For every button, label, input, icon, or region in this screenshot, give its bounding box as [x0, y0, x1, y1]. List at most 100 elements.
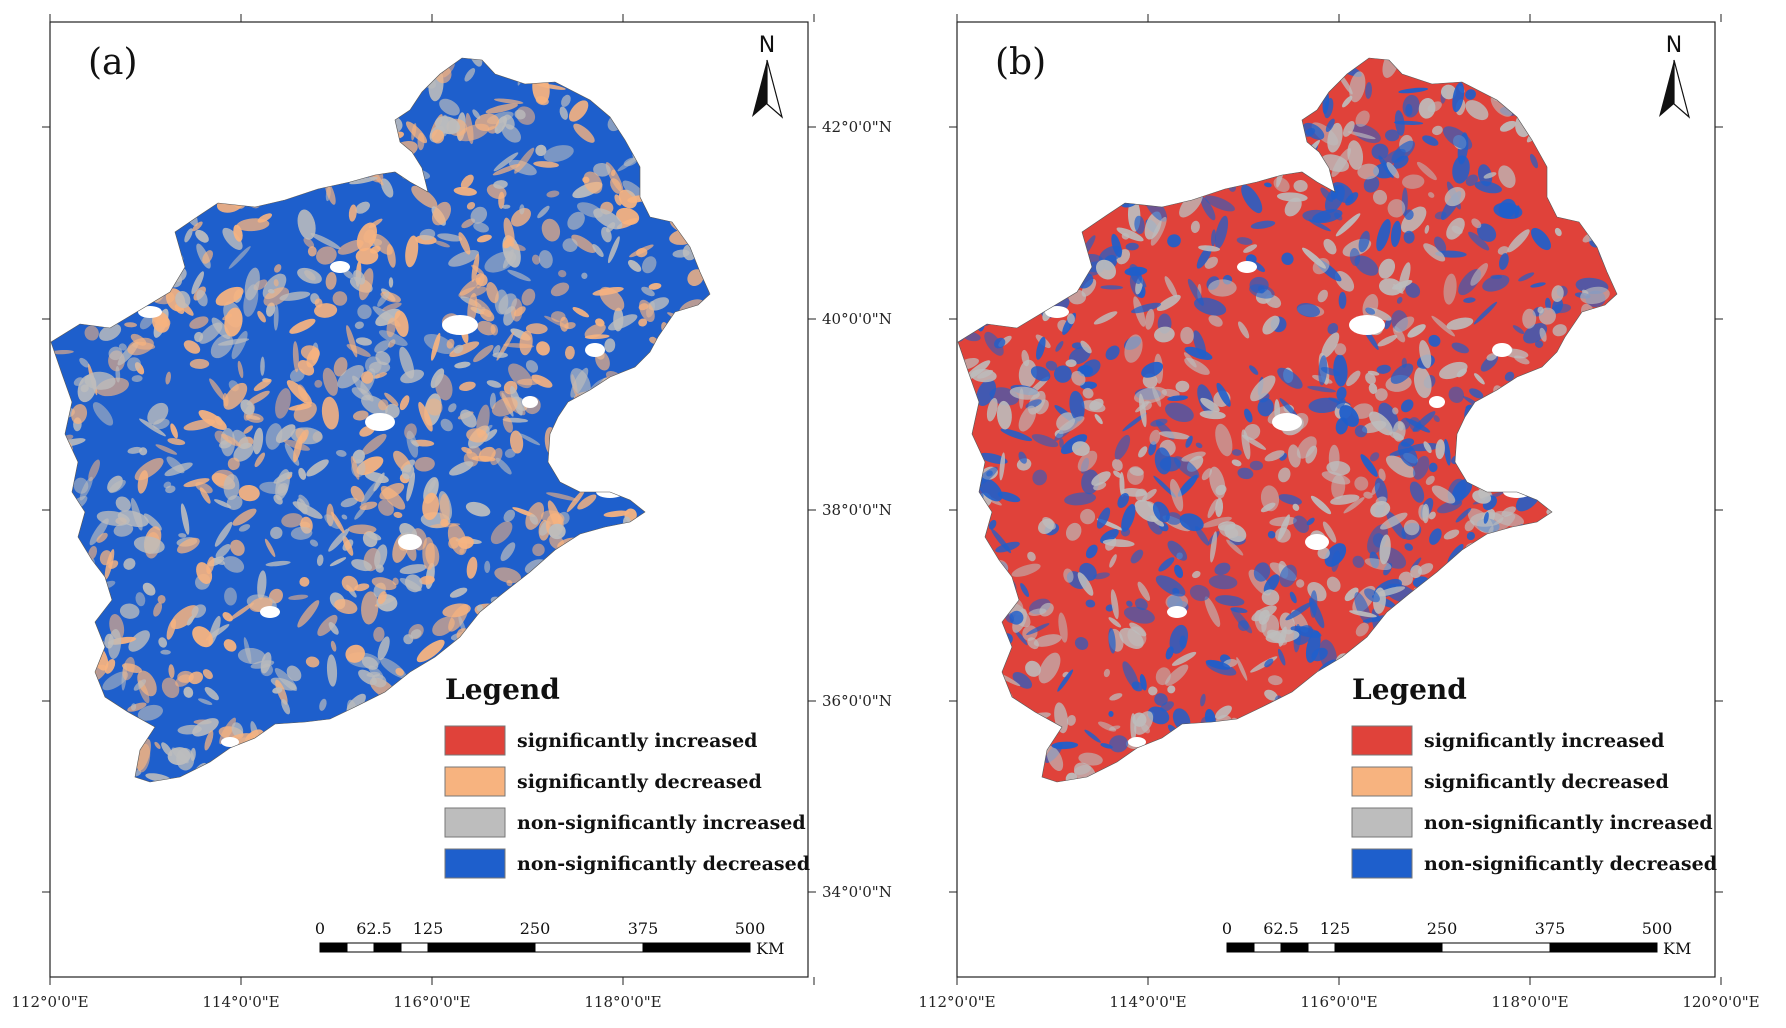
raster-patch — [1171, 651, 1197, 666]
raster-patch — [1424, 225, 1430, 234]
raster-patch — [1429, 528, 1442, 545]
raster-patch — [300, 345, 320, 360]
raster-patch — [571, 234, 596, 253]
raster-patch — [1109, 725, 1121, 731]
raster-patch — [1363, 491, 1373, 499]
raster-patch — [223, 474, 240, 500]
raster-patch — [189, 316, 209, 329]
raster-patch — [1538, 307, 1556, 325]
raster-patch — [1306, 517, 1315, 526]
raster-patch — [548, 523, 566, 540]
raster-patch — [192, 221, 203, 232]
raster-patch — [1371, 143, 1389, 160]
raster-patch — [1310, 495, 1332, 515]
raster-patch — [502, 416, 513, 433]
raster-patch — [613, 307, 624, 332]
lon-tick-label: 114°0'0"E — [202, 993, 279, 1011]
raster-patch — [1100, 529, 1119, 544]
raster-patch — [1164, 276, 1178, 298]
raster-patch — [210, 334, 234, 359]
raster-patch — [1032, 469, 1047, 486]
legend-label: significantly increased — [1424, 730, 1664, 752]
raster-patch — [289, 318, 316, 334]
raster-patch — [1443, 529, 1460, 540]
raster-patch — [108, 346, 123, 361]
raster-patch — [1552, 303, 1572, 314]
raster-patch — [330, 640, 337, 652]
raster-patch — [1084, 729, 1101, 743]
raster-patch — [519, 204, 525, 215]
raster-patch — [1368, 383, 1378, 394]
raster-patch — [232, 508, 257, 526]
raster-patch — [354, 321, 364, 329]
raster-patch — [354, 583, 370, 592]
raster-patch — [1241, 184, 1263, 214]
raster-patch — [431, 201, 452, 226]
raster-patch — [1082, 387, 1094, 399]
raster-patch — [1364, 588, 1380, 603]
raster-patch — [356, 222, 378, 252]
raster-patch — [1095, 259, 1117, 280]
raster-patch — [1236, 237, 1253, 245]
raster-patch — [1055, 341, 1064, 352]
raster-patch — [1423, 441, 1432, 454]
lat-tick-label: 36°0'0"N — [822, 692, 892, 710]
raster-patch — [999, 452, 1006, 481]
raster-patch — [1158, 431, 1191, 440]
raster-patch — [1378, 278, 1403, 296]
legend-label: non-significantly increased — [517, 812, 806, 834]
raster-patch — [1121, 233, 1130, 240]
scale-segment — [400, 942, 429, 953]
raster-patch — [1379, 534, 1391, 565]
scale-label: 62.5 — [356, 919, 392, 938]
raster-patch — [1455, 507, 1472, 523]
raster-patch — [1020, 582, 1030, 598]
lon-tick-label: 112°0'0"E — [918, 993, 995, 1011]
raster-patch — [1278, 467, 1291, 483]
north-arrow-left — [1659, 60, 1674, 117]
raster-patch — [1080, 340, 1092, 354]
raster-patch — [1183, 352, 1197, 368]
raster-patch — [493, 180, 508, 189]
raster-patch — [1057, 669, 1074, 692]
raster-patch — [158, 637, 168, 648]
raster-patch — [1067, 313, 1075, 325]
raster-patch — [1105, 345, 1120, 361]
raster-patch — [1317, 289, 1328, 303]
no-data-patch — [221, 737, 239, 747]
raster-patch — [80, 384, 89, 393]
raster-patch — [84, 325, 99, 341]
raster-patch — [459, 547, 465, 554]
raster-patch — [314, 379, 323, 388]
raster-patch — [517, 378, 541, 386]
raster-patch — [603, 510, 630, 518]
no-data-patch — [1045, 306, 1069, 318]
raster-patch — [157, 595, 166, 604]
raster-patch — [231, 330, 248, 360]
raster-patch — [1012, 672, 1033, 689]
raster-patch — [240, 399, 255, 415]
raster-patch — [1512, 325, 1525, 335]
raster-patch — [1027, 551, 1036, 562]
raster-patch — [1200, 397, 1220, 412]
raster-patch — [1423, 243, 1446, 262]
raster-patch — [984, 331, 1004, 356]
no-data-patch — [1349, 315, 1385, 335]
raster-patch — [1089, 398, 1104, 411]
raster-patch — [1215, 423, 1233, 457]
raster-patch — [1336, 386, 1347, 401]
raster-patch — [1318, 355, 1328, 386]
raster-patch — [1159, 456, 1181, 472]
raster-patch — [1452, 82, 1465, 113]
raster-patch — [1355, 622, 1369, 637]
raster-patch — [1334, 343, 1347, 356]
raster-patch — [1200, 693, 1206, 707]
raster-patch — [1129, 264, 1142, 284]
raster-patch — [465, 501, 491, 517]
raster-patch — [478, 446, 496, 462]
raster-patch — [161, 677, 180, 699]
raster-patch — [449, 461, 474, 476]
raster-patch — [1321, 332, 1340, 358]
raster-patch — [1150, 216, 1167, 246]
raster-patch — [1507, 229, 1530, 253]
